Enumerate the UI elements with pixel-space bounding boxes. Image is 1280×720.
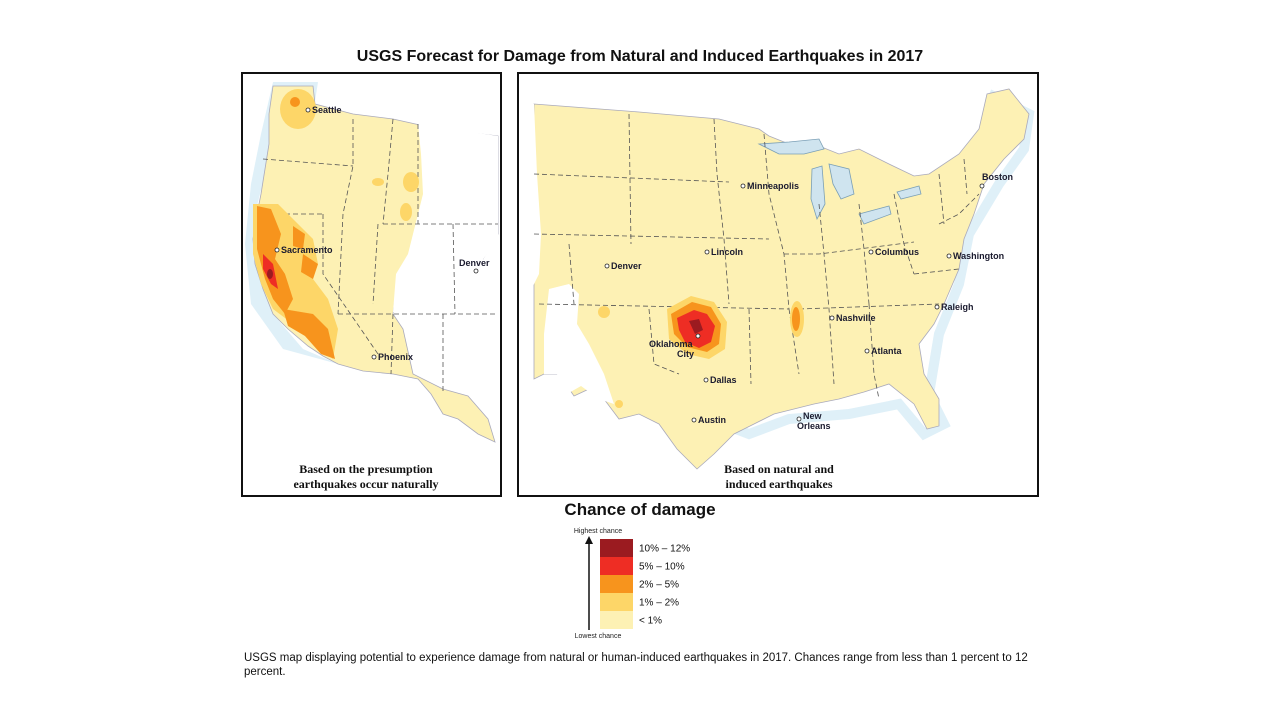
city-label-boston: Boston: [982, 172, 1013, 182]
legend-title: Chance of damage: [564, 500, 716, 519]
city-label-new-orleans-line2: Orleans: [797, 421, 831, 431]
west-state-borders: [261, 118, 498, 394]
city-label-sacramento: Sacramento: [281, 245, 333, 255]
east-caption-line2: induced earthquakes: [725, 477, 832, 491]
city-label-raleigh: Raleigh: [941, 302, 974, 312]
west-hazard-zones: [253, 89, 419, 359]
legend-swatch-3: [600, 593, 633, 611]
city-label-phoenix: Phoenix: [378, 352, 413, 362]
legend-class-label-1: 5% – 10%: [639, 562, 685, 573]
legend-swatch-1: [600, 557, 633, 575]
city-label-atlanta: Atlanta: [871, 346, 902, 356]
west-map-panel: Seattle Sacramento Denver Phoenix Based …: [241, 72, 502, 497]
legend-swatches: 10% – 12% 5% – 10% 2% – 5% 1% – 2% < 1%: [600, 539, 690, 629]
east-hazard-zones: [598, 296, 804, 408]
east-caption-line1: Based on natural and: [724, 462, 834, 476]
west-caption-line1: Based on the presumption: [299, 462, 433, 476]
city-label-minneapolis: Minneapolis: [747, 181, 799, 191]
great-lakes: [757, 138, 922, 225]
legend-class-label-4: < 1%: [639, 616, 662, 627]
west-white-region: [393, 124, 498, 324]
east-white-region-sw: [519, 104, 541, 314]
city-label-oklahoma-city-line2: City: [677, 349, 694, 359]
legend-swatch-2: [600, 575, 633, 593]
city-label-seattle: Seattle: [312, 105, 342, 115]
city-label-new-orleans-line1: New: [803, 411, 823, 421]
city-label-oklahoma-city-line1: Oklahoma: [649, 339, 694, 349]
west-cities: Seattle Sacramento Denver Phoenix: [274, 105, 490, 362]
city-label-denver-east: Denver: [611, 261, 642, 271]
east-map-svg: Minneapolis Boston Lincoln Columbus Denv…: [519, 88, 1035, 491]
legend-class-label-0: 10% – 12%: [639, 544, 690, 555]
legend-arrow-head-icon: [585, 536, 593, 544]
city-label-denver-west: Denver: [459, 258, 490, 268]
city-label-austin: Austin: [698, 415, 726, 425]
legend-class-label-2: 2% – 5%: [639, 580, 679, 591]
west-map-svg: Seattle Sacramento Denver Phoenix Based …: [245, 82, 499, 491]
map-title: USGS Forecast for Damage from Natural an…: [356, 48, 924, 65]
legend-highest-label: Highest chance: [574, 528, 622, 535]
legend-swatch-0: [600, 539, 633, 557]
east-map-panel: Minneapolis Boston Lincoln Columbus Denv…: [517, 72, 1039, 497]
east-cities: Minneapolis Boston Lincoln Columbus Denv…: [604, 172, 1013, 431]
east-white-region-nm: [544, 284, 614, 404]
legend: Highest chance Lowest chance 10% – 12% 5%…: [574, 528, 690, 640]
city-label-lincoln: Lincoln: [711, 247, 743, 257]
legend-lowest-label: Lowest chance: [575, 633, 622, 640]
west-caption-line2: earthquakes occur naturally: [293, 477, 438, 491]
footnote-caption: USGS map displaying potential to experie…: [244, 652, 1028, 678]
east-state-borders: [533, 113, 980, 400]
city-label-columbus: Columbus: [875, 247, 919, 257]
east-us-land: [533, 88, 1030, 470]
legend-swatch-4: [600, 611, 633, 629]
city-label-nashville: Nashville: [836, 313, 876, 323]
city-label-dallas: Dallas: [710, 375, 737, 385]
legend-class-label-3: 1% – 2%: [639, 598, 679, 609]
city-label-washington: Washington: [953, 251, 1004, 261]
